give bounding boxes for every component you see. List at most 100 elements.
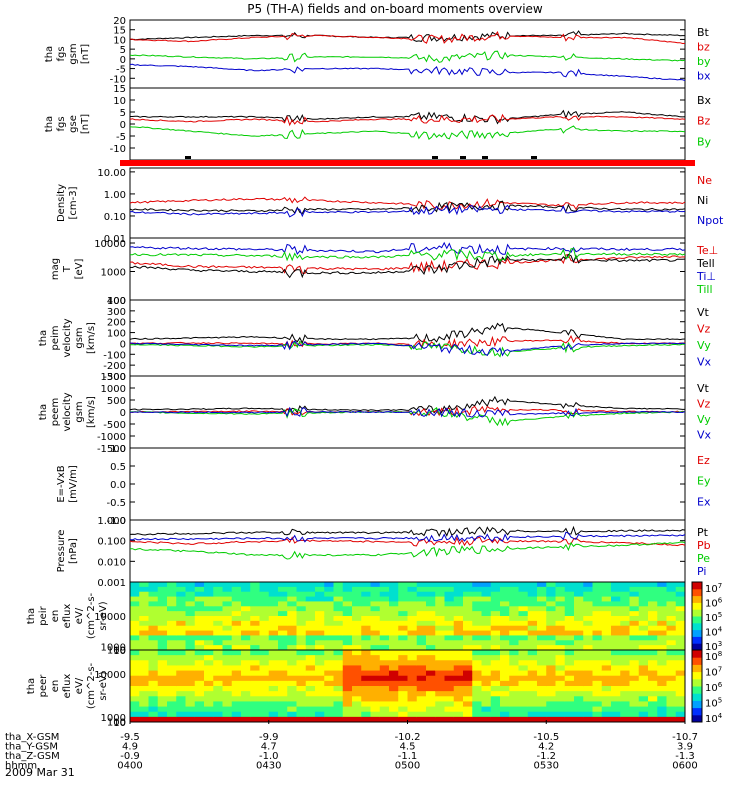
peer_spectrogram-cell bbox=[435, 686, 445, 692]
peer_spectrogram-cell bbox=[564, 706, 575, 713]
peir_spectrogram-cell bbox=[259, 606, 270, 612]
mode-bar bbox=[120, 160, 695, 166]
peir_spectrogram-cell bbox=[361, 640, 371, 646]
peer_spectrogram-cell bbox=[333, 650, 344, 656]
peer_spectrogram-cell bbox=[611, 675, 621, 682]
peir_spectrogram-cell bbox=[194, 596, 205, 602]
peir_spectrogram-cell bbox=[407, 591, 418, 598]
peir_spectrogram-cell bbox=[444, 582, 455, 588]
peir_spectrogram-cell bbox=[564, 645, 575, 651]
peir_spectrogram-cell bbox=[185, 611, 196, 617]
temperature-series-Ti⊥ bbox=[129, 241, 686, 256]
peir_spectrogram-cell bbox=[305, 582, 316, 588]
peir_spectrogram-cell bbox=[601, 611, 612, 617]
peim_velocity-ylabel: gsm bbox=[74, 327, 85, 348]
peir_spectrogram-cell bbox=[148, 645, 159, 651]
peim_velocity-series-Vz bbox=[129, 334, 686, 350]
peer_spectrogram-cell bbox=[148, 660, 159, 666]
peir_spectrogram-cell bbox=[379, 630, 390, 636]
peer_spectrogram-cell bbox=[638, 680, 649, 687]
peer_spectrogram-cell bbox=[537, 670, 547, 677]
peer_spectrogram-cell bbox=[426, 675, 436, 682]
peir_spectrogram-cell bbox=[278, 616, 288, 622]
peir_spectrogram-cell bbox=[315, 596, 325, 602]
peir_spectrogram-cell bbox=[444, 586, 455, 593]
peer_spectrogram-cell bbox=[426, 706, 436, 713]
peir_spectrogram-cell bbox=[611, 620, 621, 627]
peer_spectrogram-cell bbox=[463, 660, 473, 666]
peer_spectrogram-cell bbox=[324, 680, 334, 687]
peir_spectrogram-cell bbox=[611, 586, 621, 593]
peer_spectrogram-cell bbox=[296, 650, 307, 656]
peer_spectrogram-cell bbox=[648, 701, 658, 708]
peer_spectrogram-cell bbox=[657, 701, 667, 708]
peir_spectrogram-cell bbox=[574, 601, 584, 607]
peer_spectrogram-cell bbox=[657, 686, 667, 692]
peir_spectrogram-cell bbox=[416, 606, 427, 612]
fgs_gsm-legend-bz: bz bbox=[697, 41, 710, 54]
peir_spectrogram-cell bbox=[342, 625, 353, 632]
peir_spectrogram-cell bbox=[352, 630, 362, 636]
peer_spectrogram-cell bbox=[361, 686, 371, 692]
temperature-ytick: 1000 bbox=[101, 268, 126, 279]
xaxis-value: -1.0 bbox=[259, 751, 279, 762]
peer_spectrogram-cell bbox=[361, 680, 371, 687]
peer_spectrogram-cell bbox=[555, 670, 566, 677]
peer_spectrogram-colorbar-exp: 8 bbox=[718, 650, 722, 658]
peir_spectrogram-cell bbox=[342, 620, 353, 627]
peir_spectrogram-cell bbox=[157, 601, 168, 607]
peir_spectrogram-cell bbox=[241, 620, 251, 627]
peir_spectrogram-cell bbox=[527, 591, 538, 598]
peir_spectrogram-cell bbox=[509, 582, 519, 588]
peer_spectrogram-cell bbox=[287, 706, 297, 713]
peer_spectrogram-cell bbox=[305, 670, 316, 677]
peir_spectrogram-cell bbox=[620, 591, 630, 598]
peir_spectrogram-cell bbox=[370, 625, 381, 632]
peir_spectrogram-cell bbox=[139, 645, 149, 651]
peir_spectrogram-cell bbox=[148, 596, 159, 602]
peer_spectrogram-cell bbox=[241, 655, 251, 661]
peir_spectrogram-cell bbox=[555, 601, 566, 607]
peer_spectrogram-cell bbox=[389, 691, 399, 697]
peir_spectrogram-cell bbox=[250, 645, 260, 651]
peir_spectrogram-cell bbox=[481, 620, 492, 627]
peer_spectrogram-cell bbox=[620, 675, 630, 682]
peir_spectrogram-cell bbox=[157, 596, 168, 602]
peir_spectrogram-cell bbox=[389, 591, 399, 598]
peer_spectrogram-cell bbox=[500, 650, 510, 656]
peir_spectrogram-cell bbox=[176, 635, 186, 641]
peer_spectrogram-cell bbox=[241, 660, 251, 666]
peer_spectrogram-cell bbox=[231, 655, 242, 661]
fgs_gsm-ylabel: fgs bbox=[56, 46, 67, 61]
peir_spectrogram-cell bbox=[204, 630, 214, 636]
peir_spectrogram-cell bbox=[361, 606, 371, 612]
peer_spectrogram-cell bbox=[139, 716, 149, 723]
peer_spectrogram-cell bbox=[398, 650, 408, 656]
peir_spectrogram-cell bbox=[379, 635, 390, 641]
density-legend-Ne: Ne bbox=[697, 174, 712, 187]
peir_spectrogram-cell bbox=[324, 591, 334, 598]
peer_spectrogram-cell bbox=[463, 686, 473, 692]
peer_spectrogram-cell bbox=[389, 686, 399, 692]
peir_spectrogram-cell bbox=[167, 591, 177, 598]
peer_spectrogram-cell bbox=[463, 711, 473, 718]
peir_spectrogram-cell bbox=[472, 611, 482, 617]
peer_spectrogram-cell bbox=[213, 701, 223, 708]
peer_spectrogram-cell bbox=[629, 675, 640, 682]
peer_spectrogram-cell bbox=[287, 670, 297, 677]
peer_spectrogram-cell bbox=[194, 680, 205, 687]
fgs_gse-ytick: -10 bbox=[110, 144, 126, 155]
peer_spectrogram-cell bbox=[167, 711, 177, 718]
peer_spectrogram-cell bbox=[537, 696, 547, 702]
peer_spectrogram-cell bbox=[648, 670, 658, 677]
peer_spectrogram-cell bbox=[398, 716, 408, 723]
peer_spectrogram-cell bbox=[583, 675, 593, 682]
peir_spectrogram-cell bbox=[416, 620, 427, 627]
peir_spectrogram-cell bbox=[638, 630, 649, 636]
peir_spectrogram-cell bbox=[407, 640, 418, 646]
peer_spectrogram-cell bbox=[518, 696, 529, 702]
peir_spectrogram-cell bbox=[148, 601, 159, 607]
peer_spectrogram-cell bbox=[611, 711, 621, 718]
peir_spectrogram-cell bbox=[574, 625, 584, 632]
